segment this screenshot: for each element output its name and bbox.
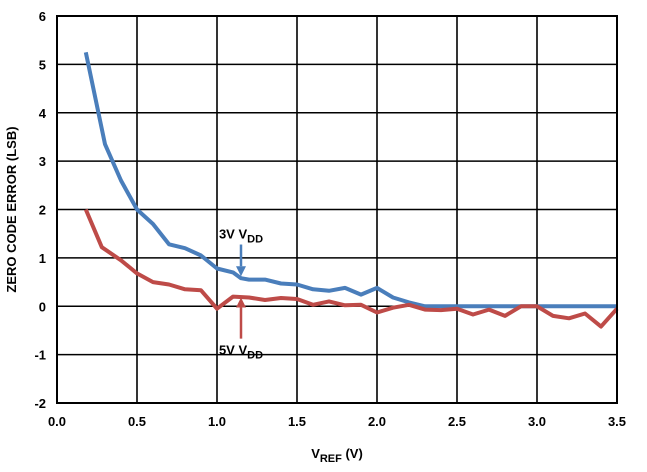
series-line bbox=[83, 51, 617, 309]
series-line bbox=[83, 208, 619, 329]
annotation-label: 3V VDD bbox=[219, 227, 263, 246]
y-tick-label: 0 bbox=[39, 299, 46, 314]
x-tick-label: 3.0 bbox=[528, 414, 546, 429]
y-tick-label: 5 bbox=[39, 57, 46, 72]
annotations: 3V VDD 5V VDD bbox=[219, 227, 263, 362]
y-tick-label: 2 bbox=[39, 203, 46, 218]
x-tick-label: 1.0 bbox=[208, 414, 226, 429]
y-tick-label: 4 bbox=[39, 106, 47, 121]
x-tick-label: 2.0 bbox=[368, 414, 386, 429]
y-tick-label: 1 bbox=[39, 251, 46, 266]
annotation-arrow-head bbox=[236, 297, 246, 308]
y-tick-label: -1 bbox=[34, 348, 46, 363]
y-axis-title: ZERO CODE ERROR (LSB) bbox=[4, 126, 19, 292]
x-tick-labels: 0.0 0.5 1.0 1.5 2.0 2.5 3.0 3.5 bbox=[48, 414, 626, 429]
y-tick-labels: -2 -1 0 1 2 3 4 5 6 bbox=[34, 9, 46, 411]
annotation-label: 5V VDD bbox=[219, 343, 263, 362]
x-tick-label: 0.0 bbox=[48, 414, 66, 429]
grid bbox=[56, 15, 618, 404]
y-tick-label: 6 bbox=[39, 9, 46, 24]
y-tick-label: 3 bbox=[39, 154, 46, 169]
x-axis-title: VREF (V) bbox=[311, 446, 363, 465]
x-tick-label: 1.5 bbox=[288, 414, 306, 429]
x-tick-label: 0.5 bbox=[128, 414, 146, 429]
plot-frame bbox=[56, 15, 618, 404]
y-tick-label: -2 bbox=[34, 396, 46, 411]
x-tick-label: 2.5 bbox=[448, 414, 466, 429]
x-tick-label: 3.5 bbox=[608, 414, 626, 429]
series-lines bbox=[83, 51, 619, 329]
annotation-arrow-head bbox=[236, 266, 246, 277]
